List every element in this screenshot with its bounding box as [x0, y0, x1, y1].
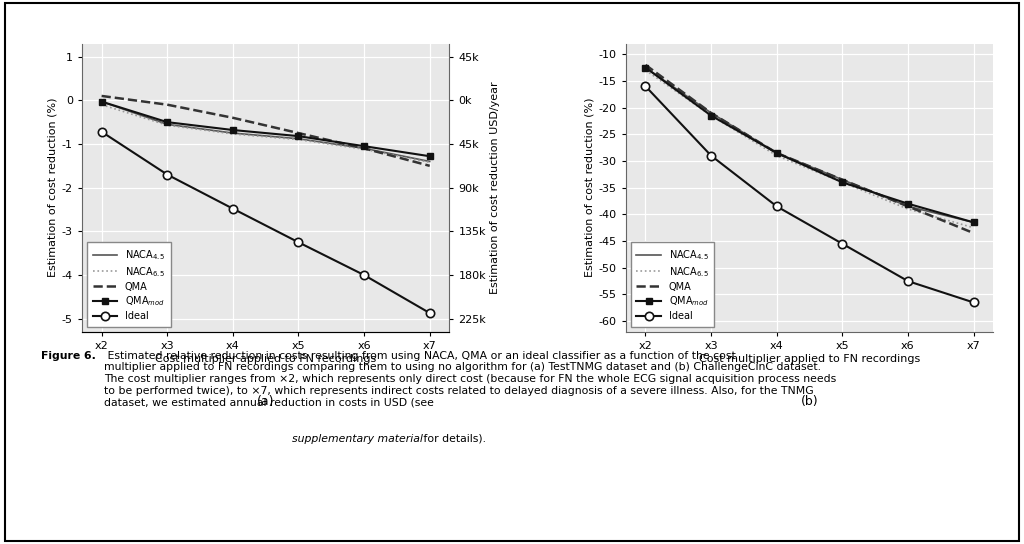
Y-axis label: Estimation of cost reduction (%): Estimation of cost reduction (%)	[47, 98, 57, 277]
Text: (a): (a)	[257, 395, 274, 408]
Text: supplementary material: supplementary material	[292, 434, 423, 443]
Text: Figure 6.: Figure 6.	[41, 351, 96, 361]
Y-axis label: Estimation of cost reduction (%): Estimation of cost reduction (%)	[585, 98, 595, 277]
X-axis label: Cost multiplier applied to FN recordings: Cost multiplier applied to FN recordings	[155, 354, 376, 363]
Text: Estimated relative reduction in costs resulting from using NACA, QMA or an ideal: Estimated relative reduction in costs re…	[104, 351, 837, 407]
Text: (b): (b)	[801, 395, 818, 408]
Legend: NACA$_{4.5}$, NACA$_{6.5}$, QMA, QMA$_{mod}$, Ideal: NACA$_{4.5}$, NACA$_{6.5}$, QMA, QMA$_{m…	[87, 242, 171, 327]
Text: for details).: for details).	[420, 434, 485, 443]
Legend: NACA$_{4.5}$, NACA$_{6.5}$, QMA, QMA$_{mod}$, Ideal: NACA$_{4.5}$, NACA$_{6.5}$, QMA, QMA$_{m…	[631, 242, 715, 327]
X-axis label: Cost multiplier applied to FN recordings: Cost multiplier applied to FN recordings	[699, 354, 921, 363]
Y-axis label: Estimation of cost reduction USD/year: Estimation of cost reduction USD/year	[490, 82, 501, 294]
